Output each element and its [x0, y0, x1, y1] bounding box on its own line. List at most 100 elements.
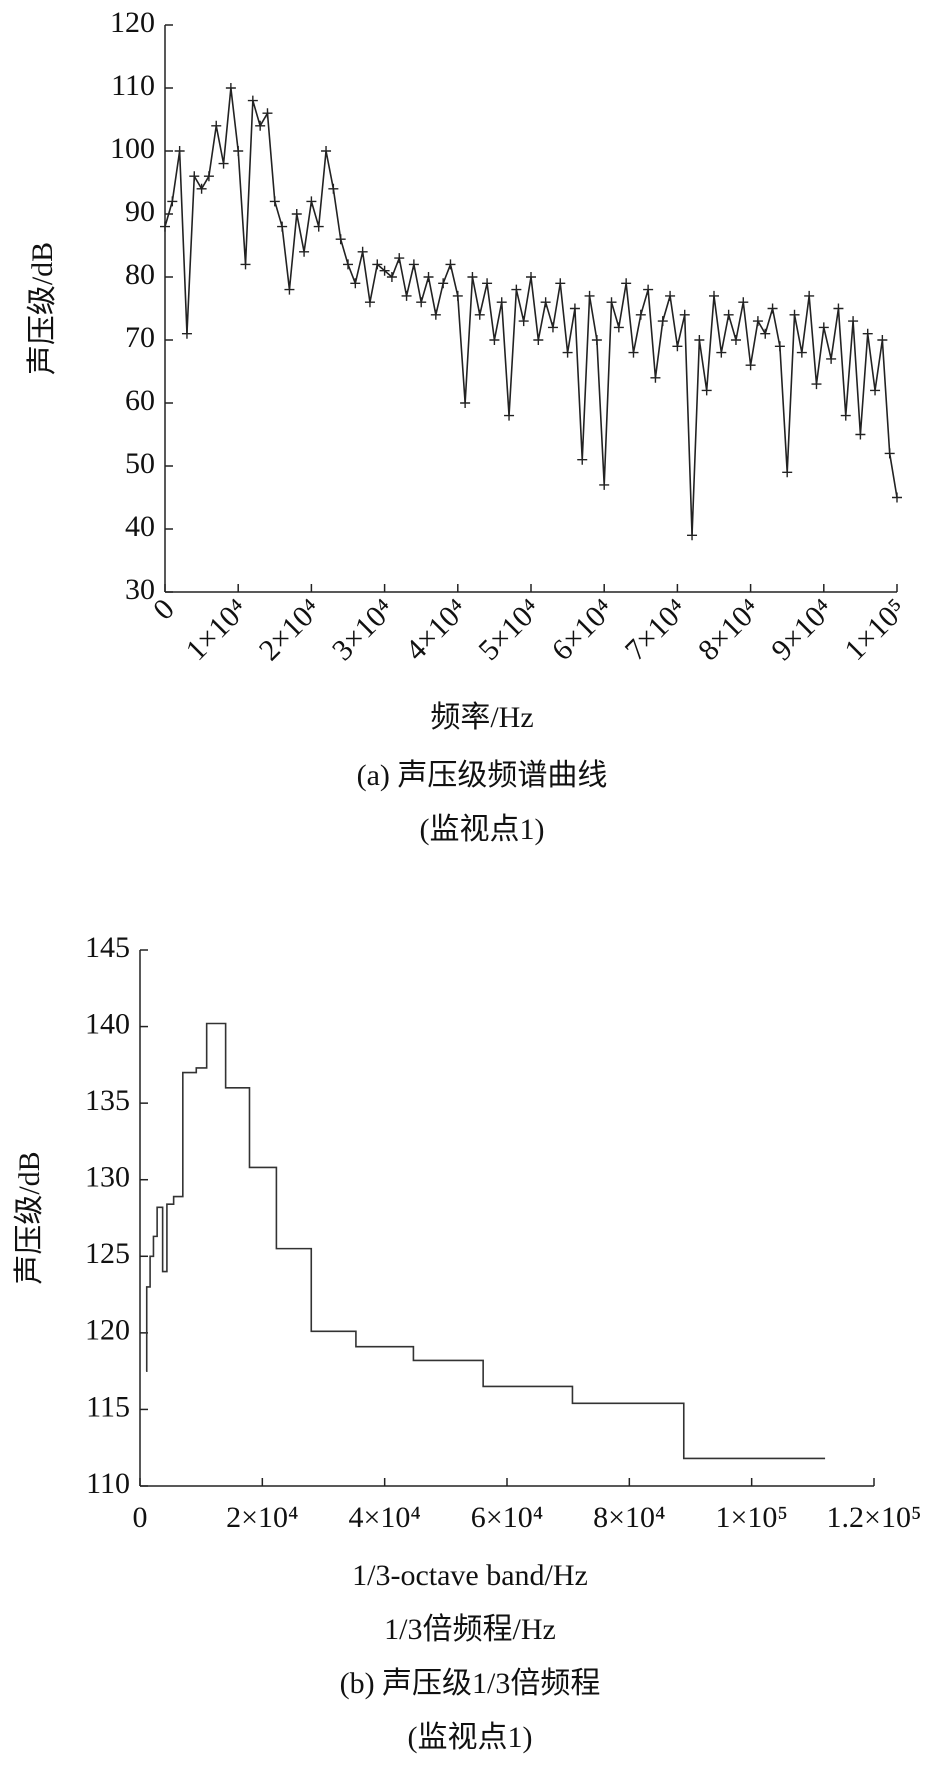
marker	[811, 379, 822, 390]
marker	[262, 108, 273, 119]
y-tick-label: 30	[125, 573, 155, 606]
marker	[379, 265, 390, 276]
marker	[364, 297, 375, 308]
marker	[255, 120, 266, 131]
marker	[533, 335, 544, 345]
marker	[555, 278, 566, 289]
marker	[211, 120, 222, 131]
marker	[547, 322, 558, 333]
marker	[408, 259, 419, 270]
marker	[665, 290, 676, 301]
y-tick-label: 115	[86, 1390, 130, 1423]
marker	[247, 95, 258, 106]
marker	[284, 284, 295, 295]
marker	[840, 410, 851, 421]
marker	[218, 158, 229, 169]
y-axis-label: 声压级/dB	[13, 1151, 46, 1284]
x-tick-label: 4×10⁴	[348, 1501, 420, 1534]
x-tick-label: 6×10⁴	[471, 1501, 543, 1534]
marker	[167, 196, 178, 207]
marker	[628, 347, 639, 358]
marker	[225, 83, 236, 93]
marker	[518, 316, 529, 327]
marker	[445, 259, 456, 270]
y-tick-label: 145	[85, 931, 130, 964]
marker	[635, 309, 646, 320]
x-tick-label: 5×10⁴	[472, 592, 547, 667]
y-tick-label: 120	[110, 6, 155, 39]
marker	[870, 385, 881, 396]
marker	[328, 183, 339, 194]
marker	[291, 209, 302, 219]
marker	[269, 196, 280, 207]
x-tick-label: 3×10⁴	[326, 592, 401, 667]
marker	[240, 259, 251, 270]
marker	[599, 479, 610, 490]
x-tick-label: 4×10⁴	[399, 592, 474, 667]
marker	[306, 196, 317, 207]
marker	[438, 278, 449, 289]
caption-text: (监视点1)	[408, 1721, 533, 1754]
y-tick-label: 140	[85, 1007, 130, 1040]
marker	[343, 259, 353, 270]
x-tick-label: 8×10⁴	[593, 1501, 665, 1534]
x-tick-label: 6×10⁴	[545, 592, 620, 667]
marker	[606, 297, 617, 308]
marker	[679, 309, 690, 320]
marker	[160, 221, 170, 232]
marker	[796, 347, 807, 358]
marker	[782, 467, 793, 478]
marker	[774, 341, 785, 352]
marker	[357, 246, 368, 257]
marker	[643, 284, 654, 295]
x-tick-label: 1×10⁵	[838, 592, 913, 667]
marker	[511, 284, 522, 295]
xlabel-text: 1/3-octave band/Hz	[352, 1559, 588, 1592]
marker	[577, 454, 588, 465]
marker	[716, 347, 727, 358]
caption-text: (监视点1)	[420, 813, 545, 846]
marker	[687, 530, 698, 541]
marker	[474, 309, 485, 320]
marker	[804, 290, 815, 301]
marker	[826, 353, 837, 364]
marker	[738, 297, 749, 308]
marker	[613, 322, 624, 333]
y-tick-label: 120	[85, 1314, 130, 1347]
y-tick-label: 80	[125, 258, 155, 291]
marker	[416, 297, 427, 308]
marker	[540, 297, 551, 308]
y-tick-label: 70	[125, 321, 155, 354]
marker	[423, 272, 434, 282]
xlabel-text: 1/3倍频程/Hz	[384, 1613, 556, 1646]
y-tick-label: 100	[110, 132, 155, 165]
marker	[767, 303, 778, 314]
marker	[401, 290, 412, 301]
marker	[833, 303, 844, 314]
marker	[709, 290, 719, 301]
marker	[350, 278, 361, 289]
marker	[745, 360, 756, 371]
marker	[452, 290, 463, 301]
marker	[203, 171, 214, 182]
marker	[877, 335, 888, 345]
xlabel-text: 频率/Hz	[430, 701, 533, 734]
marker	[277, 221, 288, 232]
marker	[650, 372, 661, 383]
x-tick-label: 8×10⁴	[692, 592, 767, 667]
y-tick-label: 125	[85, 1237, 130, 1270]
marker	[848, 316, 859, 327]
marker	[752, 316, 763, 327]
marker	[496, 297, 507, 308]
y-tick-label: 60	[125, 384, 155, 417]
marker	[489, 335, 500, 345]
x-tick-label: 2×10⁴	[226, 1501, 298, 1534]
y-tick-label: 50	[125, 447, 155, 480]
x-tick-label: 0	[147, 592, 181, 626]
x-tick-label: 0	[133, 1501, 148, 1534]
marker	[313, 221, 324, 232]
marker	[181, 328, 192, 339]
marker	[862, 328, 873, 339]
marker	[584, 290, 595, 301]
